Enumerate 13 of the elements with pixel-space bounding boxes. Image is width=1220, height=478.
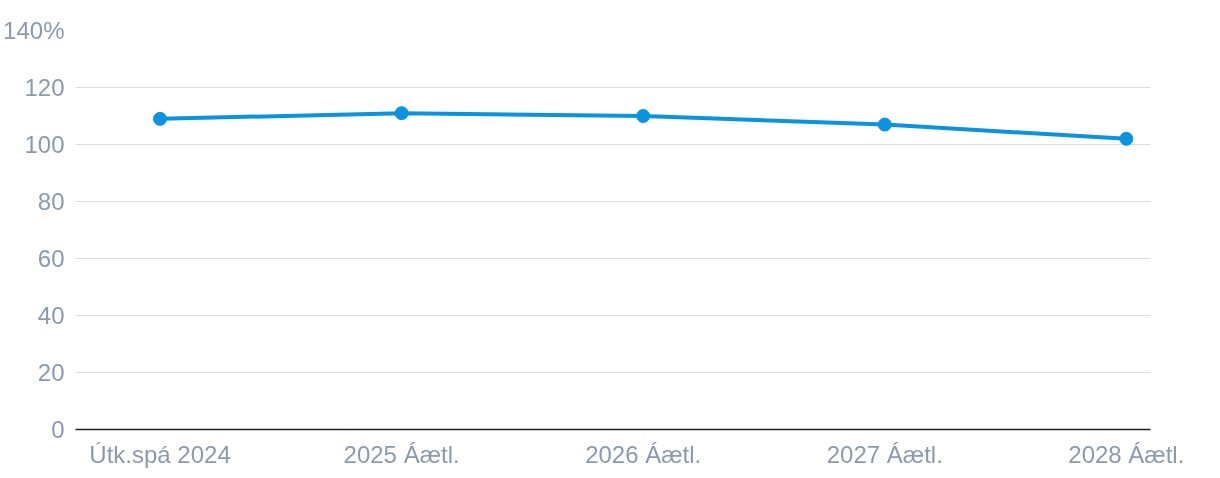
- y-tick-label: 100: [24, 131, 65, 158]
- x-tick-label: Útk.spá 2024: [89, 440, 231, 468]
- y-tick-label: 40: [37, 302, 65, 329]
- x-tick-label: 2028 Áætl.: [1068, 440, 1185, 468]
- y-tick-label: 20: [37, 359, 65, 386]
- x-tick-label: 2026 Áætl.: [585, 440, 702, 468]
- y-tick-label: 60: [37, 245, 65, 272]
- x-tick-label: 2025 Áætl.: [343, 440, 460, 468]
- y-tick-label: 140%: [3, 17, 65, 44]
- y-tick-label: 0: [51, 416, 65, 443]
- y-tick-label: 120: [24, 74, 65, 101]
- x-tick-label: 2027 Áætl.: [826, 440, 943, 468]
- y-tick-label: 80: [37, 188, 65, 215]
